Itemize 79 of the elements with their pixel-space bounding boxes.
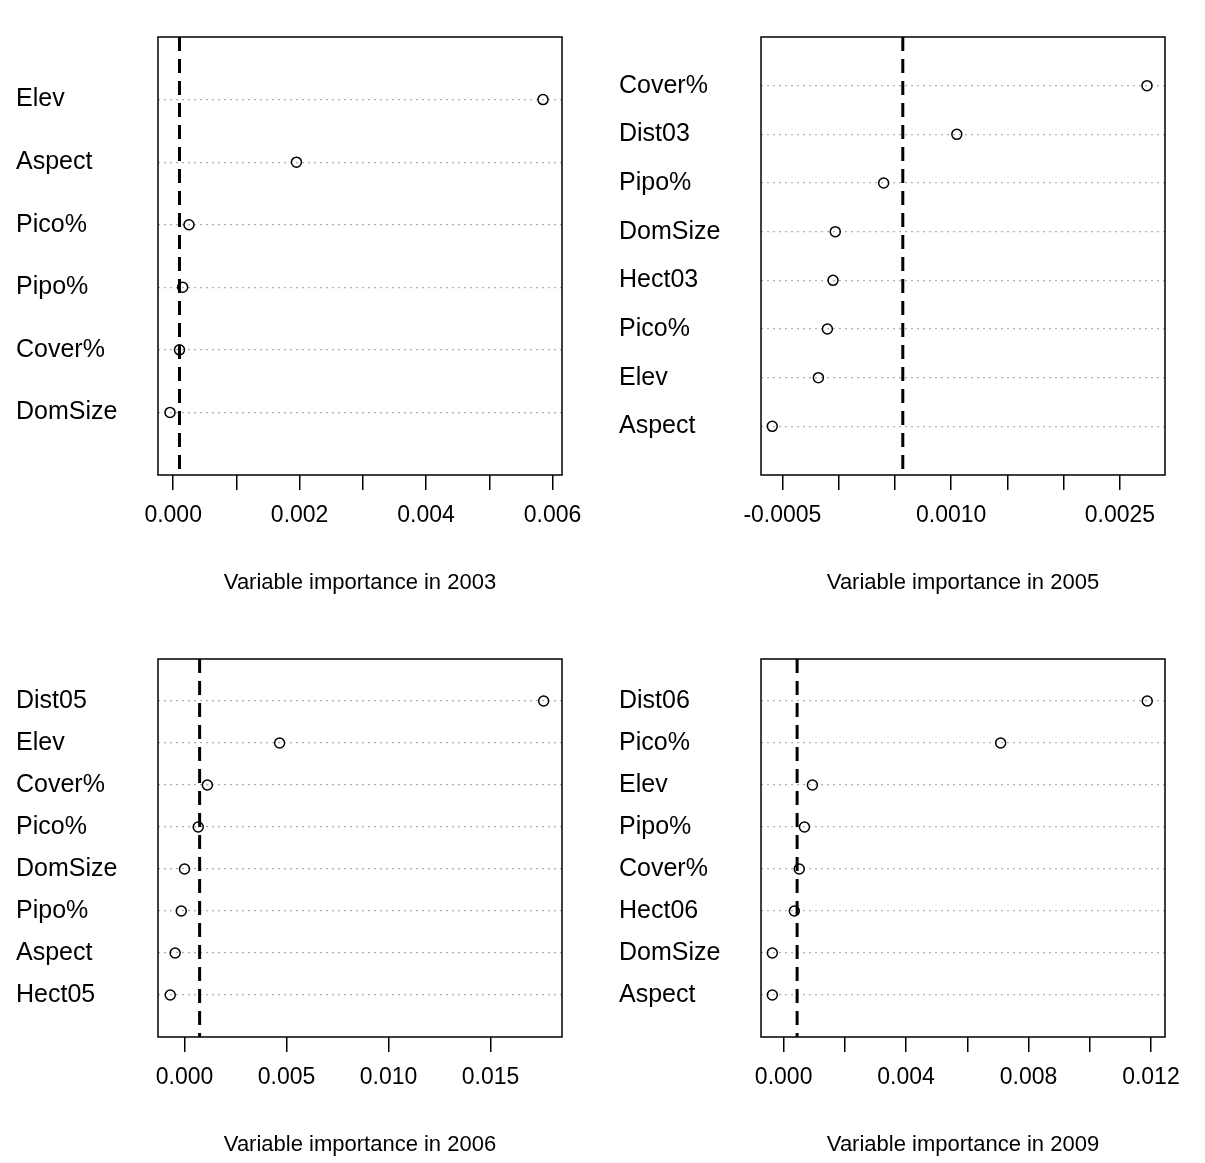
y-tick-label: Pipo% [16,271,89,300]
point [994,737,1007,749]
x-axis-title: Variable importance in 2005 [826,568,1100,594]
x-axis-title: Variable importance in 2006 [223,1130,497,1156]
y-tick-label: Dist06 [619,684,690,713]
x-axis-title: Variable importance in 2003 [223,568,497,594]
x-tick-label: 0.0025 [1084,501,1156,528]
y-tick-label: DomSize [16,396,118,425]
y-tick-label: Aspect [16,936,93,965]
point [788,905,801,917]
y-tick-label: Dist03 [619,118,690,147]
y-tick-label: Cover% [619,852,708,881]
y-tick-label: Cover% [619,69,708,98]
point [176,281,189,294]
point [821,323,834,335]
x-tick-label: 0.002 [270,501,329,528]
y-tick-label: Pico% [16,810,87,839]
x-axis-title: Variable importance in 2009 [826,1130,1100,1156]
x-tick-label: 0.015 [461,1063,520,1090]
point [829,225,842,238]
y-tick-label: Pipo% [16,894,89,923]
point [1141,79,1153,92]
point [175,905,188,917]
y-tick-label: Cover% [16,768,105,797]
y-tick-label: Pipo% [619,810,692,839]
x-tick-label: 0.010 [359,1063,418,1090]
y-tick-label: Dist05 [16,684,87,713]
point [827,274,839,287]
point [537,695,550,707]
point [766,989,779,1001]
point [537,93,549,106]
y-tick-label: Hect03 [619,264,699,293]
x-tick-label: 0.000 [754,1063,813,1090]
point [877,177,890,189]
y-tick-label: Pico% [619,726,690,755]
y-tick-label: Elev [619,768,669,797]
point [164,989,176,1001]
point [812,371,825,384]
x-tick-label: 0.000 [144,501,202,528]
point [173,344,186,356]
y-tick-label: Pipo% [619,166,692,195]
y-tick-label: Elev [16,83,66,112]
x-tick-label: 0.004 [877,1063,936,1090]
y-tick-label: Cover% [16,333,105,362]
y-tick-label: DomSize [619,215,721,244]
point [192,821,204,833]
y-tick-label: Aspect [619,410,696,439]
y-tick-label: Hect06 [619,894,699,923]
x-tick-label: 0.008 [999,1063,1058,1090]
point [273,737,286,749]
point [766,947,779,959]
point [1141,695,1153,707]
x-tick-label: 0.004 [397,501,456,528]
point [951,128,963,141]
point [290,156,303,168]
x-tick-label: 0.000 [155,1063,214,1090]
x-tick-label: 0.012 [1122,1063,1180,1090]
x-tick-label: -0.0005 [743,501,822,528]
y-tick-label: DomSize [619,936,721,965]
y-tick-label: Pico% [619,312,690,341]
y-tick-label: Pico% [16,208,87,237]
y-tick-label: Hect05 [16,978,96,1007]
x-tick-label: 0.006 [523,501,582,528]
point [798,821,811,833]
point [183,218,195,231]
point [201,779,214,791]
y-tick-label: Elev [619,361,669,390]
x-tick-label: 0.0010 [916,501,987,528]
y-tick-label: Aspect [16,146,93,175]
point [793,863,806,875]
point [164,406,176,419]
y-tick-label: Aspect [619,978,696,1007]
y-tick-label: Elev [16,726,66,755]
point [766,420,778,433]
x-tick-label: 0.005 [257,1063,316,1090]
point [169,947,181,959]
y-tick-label: DomSize [16,852,118,881]
point [178,863,191,875]
point [806,779,819,791]
